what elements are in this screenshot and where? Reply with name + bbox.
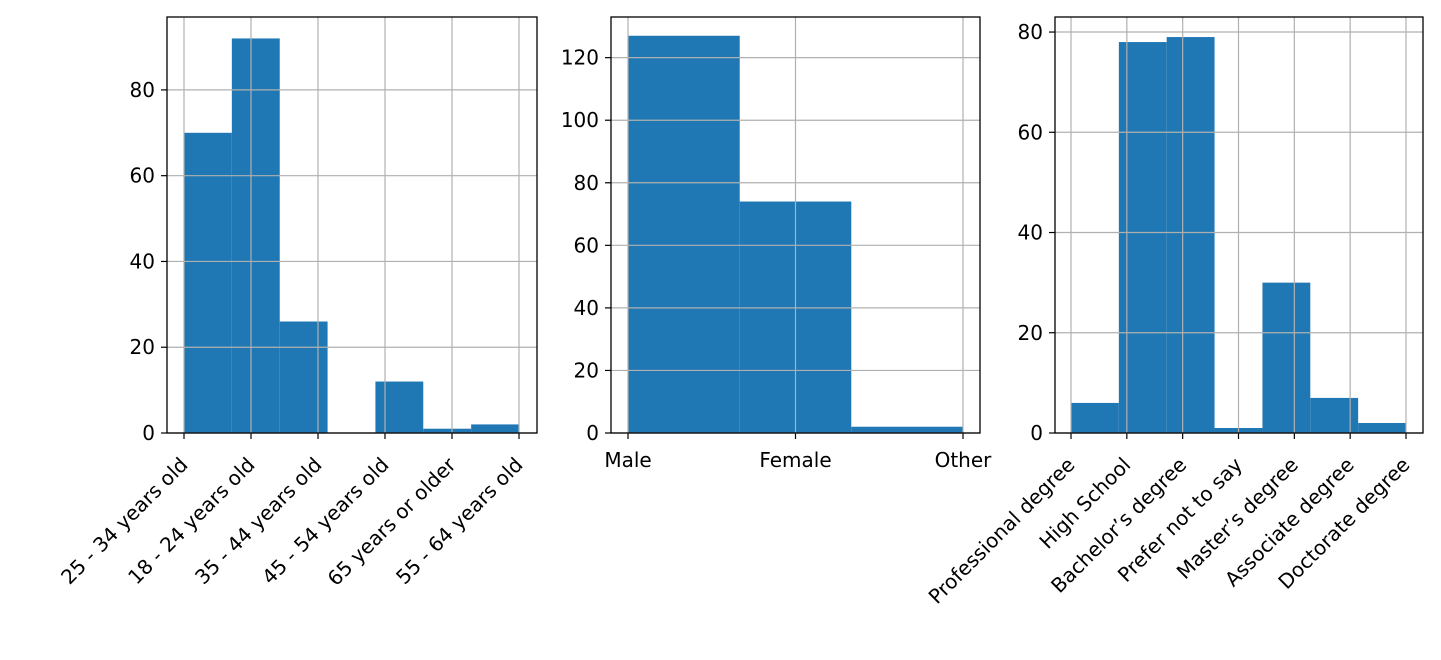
x-tick-label: Other [935,448,993,472]
histogram-bar [1262,282,1311,433]
x-tick-label: Female [759,448,831,472]
y-tick-label: 100 [561,108,599,132]
x-tick-label: 55 - 64 years old [391,453,528,590]
axes-frame [610,16,981,434]
histogram-bar [423,428,472,433]
y-tick-label: 120 [561,46,599,70]
histogram-bar [1166,37,1215,434]
x-tick-label: 35 - 44 years old [190,453,327,590]
histogram-bar [375,381,424,433]
x-tick-label: Male [604,448,651,472]
chart-panel-2: Male Female Other 0 20 40 60 80 100 120 [561,16,993,472]
y-tick-label: 0 [586,421,599,445]
y-tick-label: 80 [574,171,599,195]
y-tick-label: 40 [1018,221,1043,245]
y-tick-label: 40 [574,296,599,320]
histogram-bar [1118,42,1167,433]
x-tick-label: 25 - 34 years old [56,453,193,590]
y-tick-label: 20 [1018,321,1043,345]
y-tick-label: 0 [142,421,155,445]
histogram-bar [1310,397,1359,433]
y-tick-label: 20 [574,358,599,382]
y-tick-label: 60 [574,233,599,257]
histogram-bar [851,426,963,433]
x-tick-label: 18 - 24 years old [123,453,260,590]
histogram-bar [1358,422,1406,433]
histogram-bar [1071,402,1119,433]
y-tick-label: 40 [130,249,155,273]
y-tick-label: 20 [130,335,155,359]
y-tick-label: 80 [130,78,155,102]
x-tick-label: 45 - 54 years old [257,453,394,590]
histogram-bar [184,132,232,433]
histogram-bar [628,35,740,434]
y-tick-label: 60 [1018,120,1043,144]
histogram-bar [279,321,328,433]
axes-frame [1054,16,1424,434]
histogram-bar [471,424,519,433]
y-tick-label: 80 [1018,20,1043,44]
y-tick-label: 0 [1030,421,1043,445]
x-tick-label: 65 years or older [323,452,461,590]
axes-frame [166,16,538,434]
histogram-bar [231,38,280,433]
y-tick-label: 60 [130,164,155,188]
